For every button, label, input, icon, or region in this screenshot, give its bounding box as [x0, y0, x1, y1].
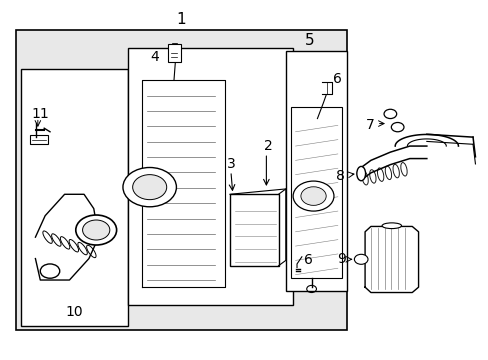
FancyBboxPatch shape [290, 107, 341, 278]
Circle shape [82, 220, 110, 240]
Text: 8: 8 [335, 169, 344, 183]
Polygon shape [142, 80, 224, 287]
FancyBboxPatch shape [21, 69, 127, 327]
Text: 4: 4 [150, 50, 159, 64]
Ellipse shape [381, 223, 401, 229]
Circle shape [390, 122, 403, 132]
FancyBboxPatch shape [167, 44, 181, 62]
Text: 6: 6 [333, 72, 342, 86]
Circle shape [292, 181, 333, 211]
FancyBboxPatch shape [127, 48, 292, 305]
Circle shape [383, 109, 396, 118]
Text: 1: 1 [176, 12, 186, 27]
Polygon shape [361, 146, 426, 180]
Text: 3: 3 [226, 157, 235, 171]
Circle shape [354, 254, 367, 264]
Text: 10: 10 [65, 305, 83, 319]
FancyBboxPatch shape [229, 194, 278, 266]
Text: 9: 9 [337, 252, 346, 266]
Text: 2: 2 [264, 139, 273, 153]
Polygon shape [365, 226, 418, 293]
Circle shape [76, 215, 116, 245]
Polygon shape [35, 194, 99, 280]
FancyBboxPatch shape [16, 30, 346, 330]
FancyBboxPatch shape [30, 135, 48, 144]
Text: 6: 6 [304, 253, 312, 267]
Circle shape [300, 187, 325, 205]
Text: 5: 5 [305, 33, 314, 48]
Text: 11: 11 [31, 107, 49, 121]
Circle shape [132, 175, 166, 200]
FancyBboxPatch shape [285, 51, 346, 291]
Circle shape [122, 167, 176, 207]
Text: 7: 7 [365, 118, 373, 132]
Ellipse shape [356, 166, 365, 181]
